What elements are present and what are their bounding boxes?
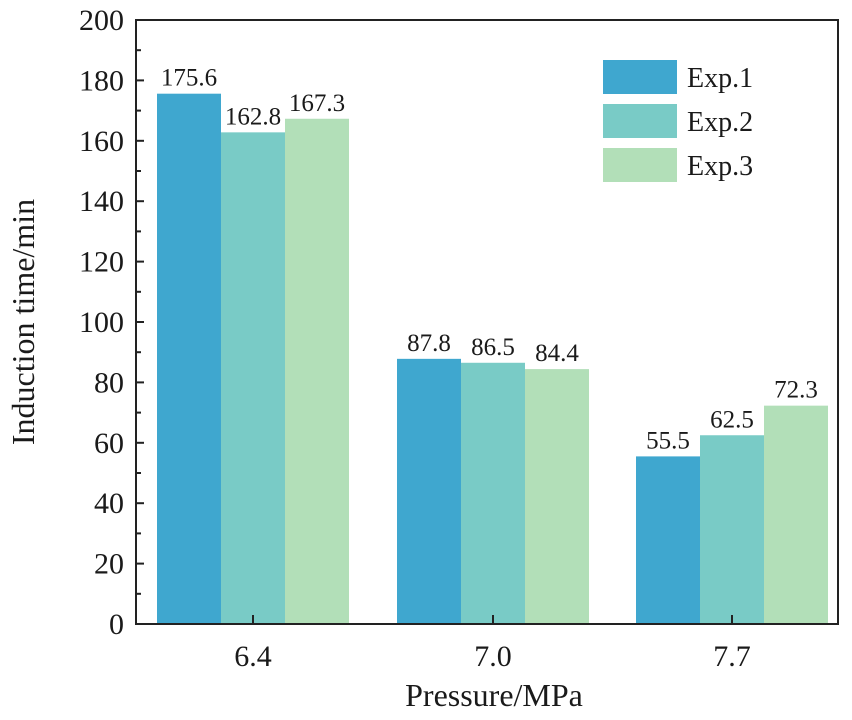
bar-exp2-7.7: [700, 435, 764, 624]
y-axis-title: Induction time/min: [5, 199, 41, 445]
bar-exp2-7.0: [461, 362, 525, 624]
bar-exp3-7.0: [525, 369, 589, 624]
legend-swatch-exp1: [603, 60, 677, 94]
legend-label: Exp.1: [687, 63, 753, 94]
axes-layer: 0 20 40 60 80 100 120 140 160 180 200 6.4 7.0 7.7: [79, 4, 839, 673]
y-tick-label: 20: [94, 548, 124, 581]
data-label: 167.3: [289, 90, 345, 117]
legend-swatch-exp3: [603, 148, 677, 182]
legend-label: Exp.3: [687, 151, 753, 182]
y-tick-label: 200: [79, 4, 124, 37]
x-tick-label: 7.7: [713, 640, 751, 673]
bar-exp1-7.0: [397, 358, 461, 624]
y-tick-label: 0: [109, 608, 124, 641]
bar-exp1-6.4: [157, 93, 221, 625]
y-tick-label: 160: [79, 125, 124, 158]
y-tick-label: 180: [79, 64, 124, 97]
x-tick-label: 7.0: [474, 640, 512, 673]
data-label: 86.5: [471, 334, 515, 361]
y-tick-label: 140: [79, 185, 124, 218]
bar-exp2-6.4: [221, 132, 285, 624]
y-tick-label: 100: [79, 306, 124, 339]
data-label: 55.5: [646, 427, 690, 454]
data-label: 72.3: [774, 377, 818, 404]
y-tick-label: 60: [94, 427, 124, 460]
data-labels-layer: 175.6 87.8 55.5 162.8 86.5 62.5 167.3 84.4 72.3: [161, 65, 818, 455]
data-label: 162.8: [225, 103, 281, 130]
bar-exp1-7.7: [636, 456, 700, 624]
data-label: 175.6: [161, 65, 217, 92]
y-tick-label: 80: [94, 366, 124, 399]
data-label: 84.4: [535, 340, 579, 367]
data-label: 62.5: [710, 406, 754, 433]
data-label: 87.8: [407, 330, 451, 357]
legend-swatch-exp2: [603, 104, 677, 138]
legend: Exp.1 Exp.2 Exp.3: [603, 60, 753, 182]
bar-exp3-6.4: [285, 118, 349, 624]
x-tick-label: 6.4: [234, 640, 272, 673]
bar-exp3-7.7: [764, 405, 828, 624]
x-axis-title: Pressure/MPa: [405, 677, 583, 713]
bars-layer: [157, 93, 828, 625]
y-tick-label: 40: [94, 487, 124, 520]
legend-label: Exp.2: [687, 107, 753, 138]
y-tick-label: 120: [79, 246, 124, 279]
